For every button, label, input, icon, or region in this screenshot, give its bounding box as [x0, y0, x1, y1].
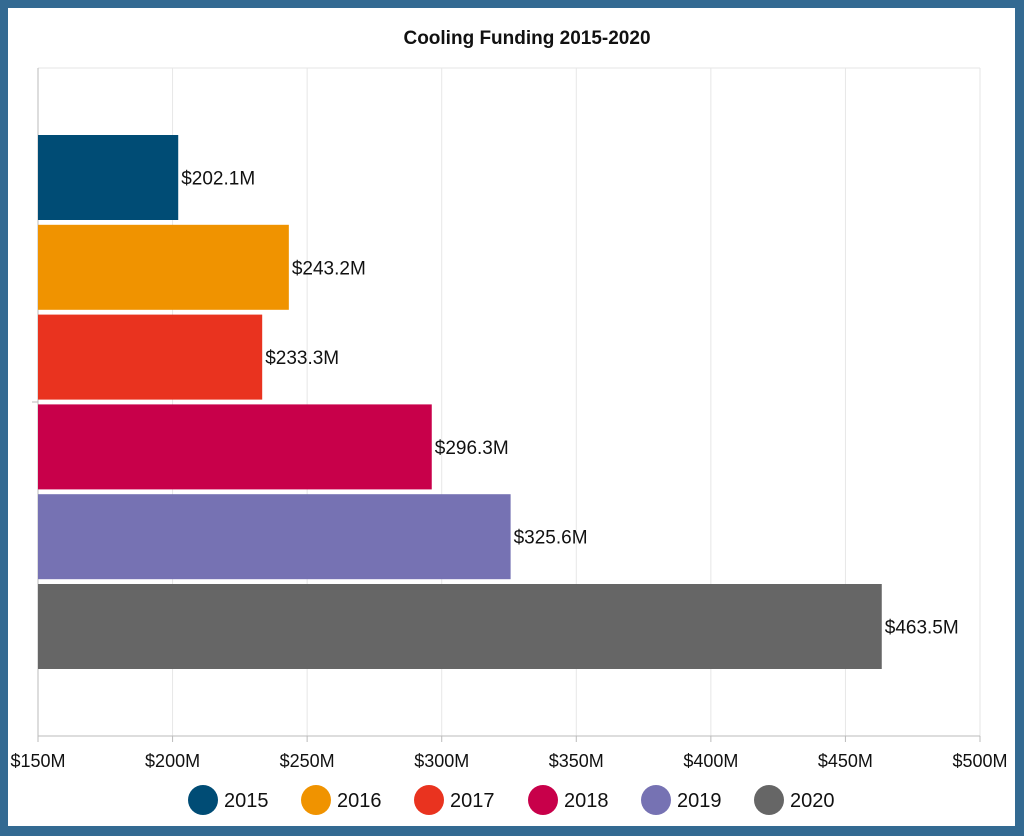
legend-swatch-2018 [528, 785, 558, 815]
legend-swatch-2016 [301, 785, 331, 815]
legend-label: 2017 [450, 790, 495, 812]
legend-label: 2018 [564, 790, 609, 812]
x-tick-label: $400M [683, 751, 738, 771]
data-label: $463.5M [885, 618, 959, 639]
legend: 2015 2016 2017 2018 2019 2020 [188, 785, 835, 815]
x-tick-label: $150M [10, 751, 65, 771]
x-tick-label: $450M [818, 751, 873, 771]
x-axis-ticks: $150M $200M $250M $300M $350M $400M $450M $500M [10, 736, 1008, 771]
legend-label: 2020 [790, 790, 835, 812]
data-label: $296.3M [435, 438, 509, 459]
data-label: $325.6M [514, 528, 588, 549]
bar-2020 [38, 584, 882, 669]
legend-swatch-2017 [414, 785, 444, 815]
x-tick-label: $500M [952, 751, 1007, 771]
data-label: $233.3M [265, 348, 339, 369]
chart-title: Cooling Funding 2015-2020 [403, 28, 650, 49]
data-label: $243.2M [292, 258, 366, 279]
x-tick-label: $350M [549, 751, 604, 771]
bar-2016 [38, 224, 289, 310]
legend-swatch-2015 [188, 785, 218, 815]
legend-swatch-2020 [754, 785, 784, 815]
legend-swatch-2019 [641, 785, 671, 815]
data-label: $202.1M [181, 169, 255, 190]
bars: $202.1M $243.2M $233.3M $296.3M $325.6M $463.… [38, 135, 959, 669]
legend-label: 2016 [337, 790, 382, 812]
bar-2018 [38, 404, 432, 490]
bar-2019 [38, 494, 511, 580]
bar-2017 [38, 314, 263, 400]
x-tick-label: $300M [414, 751, 469, 771]
legend-label: 2019 [677, 790, 722, 812]
x-tick-label: $250M [280, 751, 335, 771]
x-tick-label: $200M [145, 751, 200, 771]
bar-2015 [38, 135, 179, 220]
legend-label: 2015 [224, 790, 269, 812]
